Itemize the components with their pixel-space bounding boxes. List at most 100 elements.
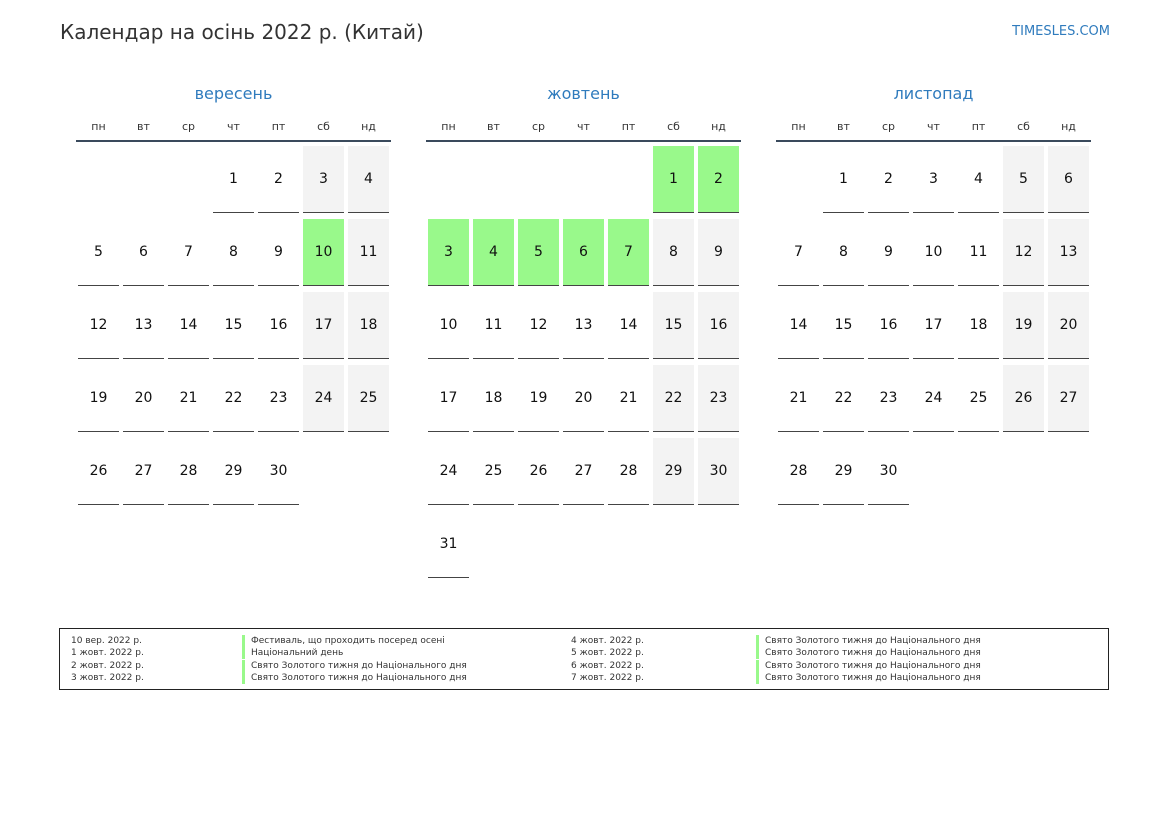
- day-cell: 13: [123, 292, 164, 359]
- weekday-header: пн вт ср чт пт сб нд: [776, 120, 1091, 142]
- page-title: Календар на осінь 2022 р. (Китай): [60, 20, 424, 44]
- holiday-legend: 10 вер. 2022 р. Фестиваль, що проходить п…: [59, 628, 1109, 690]
- legend-holiday-name: Свято Золотого тижня до Національного дн…: [756, 647, 981, 660]
- legend-date: 5 жовт. 2022 р.: [571, 648, 644, 659]
- weekday-label: нд: [361, 120, 376, 133]
- day-cell: 8: [653, 219, 694, 286]
- weekday-header: пн вт ср чт пт сб нд: [76, 120, 391, 142]
- day-cell: 31: [428, 511, 469, 578]
- weekday-label: сб: [317, 120, 330, 133]
- day-cell: 13: [563, 292, 604, 359]
- day-cell: 2: [258, 146, 299, 213]
- weekday-label: чт: [227, 120, 240, 133]
- day-cell-empty: [78, 146, 119, 213]
- weekday-label: ср: [181, 120, 196, 133]
- legend-holiday-name: Свято Золотого тижня до Національного дн…: [756, 635, 981, 647]
- day-cell: 13: [1048, 219, 1089, 286]
- month-name: вересень: [194, 84, 273, 103]
- weekday-label: ср: [531, 120, 546, 133]
- legend-holiday-name: Свято Золотого тижня до Національного дн…: [242, 659, 467, 672]
- legend-holiday-name: Свято Золотого тижня до Національного дн…: [756, 671, 981, 684]
- month-september: вересень пн вт ср чт пт сб нд 1 2 3 4 5 6 7 8 9 10 11 12 1…: [76, 84, 391, 511]
- day-cell: 22: [653, 365, 694, 432]
- day-cell: 25: [473, 438, 514, 505]
- legend-date: 1 жовт. 2022 р.: [71, 648, 144, 659]
- day-cell: 15: [823, 292, 864, 359]
- weekday-label: чт: [577, 120, 590, 133]
- day-cell-empty: [563, 146, 604, 213]
- day-cell: 1: [823, 146, 864, 213]
- weekday-header: пн вт ср чт пт сб нд: [426, 120, 741, 142]
- day-cell: 12: [1003, 219, 1044, 286]
- weekday-label: пн: [791, 120, 806, 133]
- day-cell: 26: [518, 438, 559, 505]
- legend-date: 10 вер. 2022 р.: [71, 636, 142, 646]
- day-cell: 7: [168, 219, 209, 286]
- day-cell: 17: [303, 292, 344, 359]
- day-cell: 26: [1003, 365, 1044, 432]
- day-cell: 5: [1003, 146, 1044, 213]
- month-days: 1 2 3 4 5 6 7 8 9 10 11 12 13 14 15 16 17 18 19 20 21 22 23 24 2…: [776, 146, 1091, 511]
- day-cell: 19: [1003, 292, 1044, 359]
- weekday-label: нд: [1061, 120, 1076, 133]
- day-cell-holiday: 10: [303, 219, 344, 286]
- day-cell-empty: [473, 146, 514, 213]
- weekday-label: сб: [667, 120, 680, 133]
- day-cell: 4: [958, 146, 999, 213]
- legend-date: 3 жовт. 2022 р.: [71, 672, 144, 683]
- day-cell: 23: [698, 365, 739, 432]
- day-cell: 10: [428, 292, 469, 359]
- day-cell: 23: [258, 365, 299, 432]
- day-cell: 14: [778, 292, 819, 359]
- weekday-label: пн: [91, 120, 106, 133]
- day-cell-empty: [168, 146, 209, 213]
- day-cell: 30: [698, 438, 739, 505]
- day-cell: 18: [348, 292, 389, 359]
- day-cell: 21: [778, 365, 819, 432]
- day-cell: 11: [348, 219, 389, 286]
- legend-holiday-name: Свято Золотого тижня до Національного дн…: [756, 659, 981, 672]
- day-cell: 25: [958, 365, 999, 432]
- weekday-label: вт: [137, 120, 150, 133]
- day-cell: 15: [653, 292, 694, 359]
- day-cell: 3: [303, 146, 344, 213]
- day-cell: 16: [258, 292, 299, 359]
- day-cell: 28: [168, 438, 209, 505]
- day-cell: 29: [213, 438, 254, 505]
- day-cell: 6: [123, 219, 164, 286]
- day-cell: 16: [868, 292, 909, 359]
- day-cell: 30: [258, 438, 299, 505]
- day-cell: 5: [78, 219, 119, 286]
- day-cell: 19: [78, 365, 119, 432]
- day-cell: 20: [123, 365, 164, 432]
- weekday-label: пт: [971, 120, 986, 133]
- legend-holiday-name: Національний день: [242, 647, 343, 660]
- day-cell: 4: [348, 146, 389, 213]
- month-days: 1 2 3 4 5 6 7 8 9 10 11 12 13 14 15 16 17 18 19 20 21 22 23 24 2…: [76, 146, 391, 511]
- weekday-label: вт: [487, 120, 500, 133]
- day-cell: 17: [913, 292, 954, 359]
- day-cell: 14: [168, 292, 209, 359]
- day-cell: 27: [1048, 365, 1089, 432]
- day-cell: 11: [473, 292, 514, 359]
- day-cell: 6: [1048, 146, 1089, 213]
- day-cell-empty: [123, 146, 164, 213]
- day-cell: 21: [608, 365, 649, 432]
- day-cell: 22: [213, 365, 254, 432]
- legend-holiday-name: Фестиваль, що проходить посеред осені: [242, 635, 445, 647]
- day-cell: 28: [778, 438, 819, 505]
- day-cell: 24: [303, 365, 344, 432]
- day-cell-empty: [778, 146, 819, 213]
- month-october: жовтень пн вт ср чт пт сб нд 1 2 3 4 5 6 7 8 9 10 11 12 13…: [426, 84, 741, 584]
- month-november: листопад пн вт ср чт пт сб нд 1 2 3 4 5 6 7 8 9 10 11 12 1…: [776, 84, 1091, 511]
- weekday-label: вт: [837, 120, 850, 133]
- day-cell: 28: [608, 438, 649, 505]
- weekday-label: ср: [881, 120, 896, 133]
- day-cell: 26: [78, 438, 119, 505]
- day-cell: 18: [473, 365, 514, 432]
- day-cell: 15: [213, 292, 254, 359]
- site-link[interactable]: TIMESLES.COM: [1012, 24, 1110, 39]
- day-cell-empty: [518, 146, 559, 213]
- weekday-label: сб: [1017, 120, 1030, 133]
- weekday-label: пт: [621, 120, 636, 133]
